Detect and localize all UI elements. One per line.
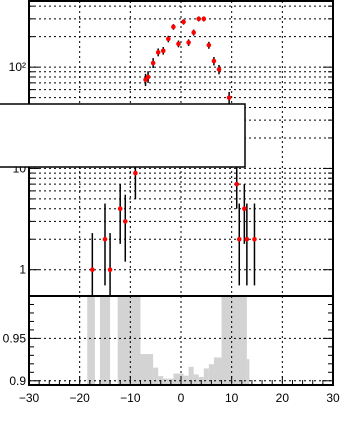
data-point (160, 48, 166, 54)
lower-bar-fill (87, 296, 250, 385)
lower-plot-panel: 0.9 0.95 −30 −20 −10 0 10 20 30 (3, 295, 340, 405)
data-point (236, 236, 242, 242)
lower-x-tick-label: 30 (326, 391, 340, 405)
lower-bar (87, 296, 95, 385)
lower-bar (163, 378, 169, 385)
data-point (155, 50, 161, 55)
data-point (117, 206, 123, 212)
lower-bar (221, 296, 247, 385)
upper-y-tick-label: 10² (9, 60, 26, 74)
data-point (216, 67, 222, 72)
legend-box (0, 103, 246, 168)
lower-bar (173, 373, 179, 385)
lower-bar (140, 354, 154, 385)
data-point (242, 206, 247, 212)
lower-x-tick-label: −30 (19, 391, 40, 405)
lower-x-tick-label: −10 (120, 391, 141, 405)
data-point (145, 74, 151, 80)
data-point (196, 16, 202, 22)
data-point (181, 19, 186, 25)
lower-x-tick-label: 10 (225, 391, 239, 405)
lower-bar (193, 374, 199, 385)
lower-x-tick-label: 20 (276, 391, 290, 405)
lower-bar (188, 366, 194, 385)
lower-bar (203, 368, 209, 385)
data-point (201, 16, 207, 22)
data-point (102, 236, 108, 242)
lower-bar (246, 359, 250, 385)
upper-y-tick-label: 1 (19, 263, 26, 277)
data-point (206, 42, 212, 48)
lower-bar (153, 367, 159, 385)
data-point (122, 219, 128, 224)
upper-data-points (90, 16, 257, 273)
data-point (150, 60, 156, 66)
data-point (133, 170, 138, 176)
data-point (90, 267, 95, 273)
lower-bar (183, 375, 189, 385)
lower-x-tick-label: 0 (178, 391, 185, 405)
lower-bar (117, 296, 141, 385)
data-point (244, 236, 250, 242)
data-point (191, 30, 196, 35)
data-point (226, 95, 232, 100)
lower-bar (213, 357, 222, 385)
lower-x-axis: −30 −20 −10 0 10 20 30 (19, 376, 340, 405)
lower-x-tick-label: −20 (69, 391, 90, 405)
data-point (252, 236, 257, 242)
lower-y-tick-label: 0.95 (3, 331, 27, 345)
data-point (234, 181, 240, 187)
data-point (171, 24, 176, 30)
lower-bar (208, 364, 214, 385)
data-point (211, 58, 217, 64)
lower-y-tick-label: 0.9 (9, 374, 26, 388)
lower-bar (99, 296, 111, 385)
data-point (176, 41, 181, 47)
data-point (107, 267, 113, 273)
data-point (166, 36, 171, 42)
lower-y-axis: 0.9 0.95 (3, 303, 333, 388)
data-point (186, 40, 191, 45)
